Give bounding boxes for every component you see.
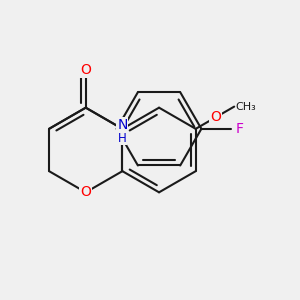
Text: H: H — [118, 131, 127, 145]
Text: O: O — [80, 185, 91, 199]
Text: CH₃: CH₃ — [235, 102, 256, 112]
Text: F: F — [236, 122, 244, 136]
Text: N: N — [117, 118, 128, 132]
Text: O: O — [80, 63, 91, 76]
Text: O: O — [210, 110, 221, 124]
